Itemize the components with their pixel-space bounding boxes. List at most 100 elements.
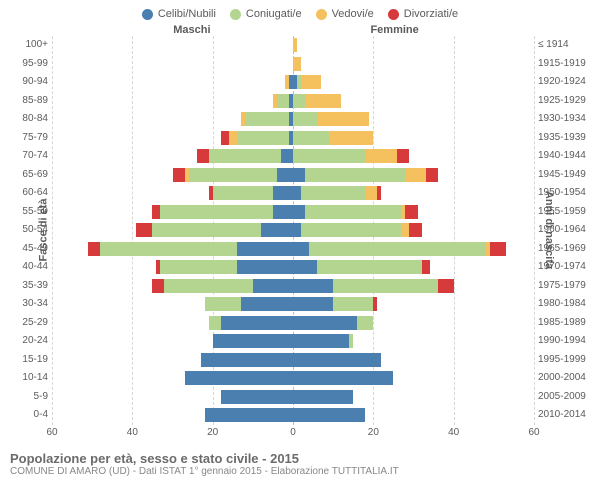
age-label: 0-4 bbox=[10, 406, 52, 425]
bar-segment bbox=[293, 186, 301, 200]
legend-swatch bbox=[230, 9, 241, 20]
bar-segment bbox=[281, 149, 293, 163]
bar-segment bbox=[273, 186, 293, 200]
bar-segment bbox=[293, 353, 381, 367]
bar-row bbox=[52, 92, 534, 111]
female-bar bbox=[293, 353, 534, 367]
year-label: 1915-1919 bbox=[534, 55, 590, 74]
legend-item: Celibi/Nubili bbox=[142, 8, 216, 20]
legend-label: Celibi/Nubili bbox=[158, 8, 216, 20]
bar-segment bbox=[293, 316, 357, 330]
bar-segment bbox=[293, 112, 317, 126]
bar-row bbox=[52, 110, 534, 129]
age-label: 35-39 bbox=[10, 277, 52, 296]
female-bar bbox=[293, 94, 534, 108]
gridline bbox=[534, 36, 535, 425]
male-bar bbox=[52, 260, 293, 274]
female-bar bbox=[293, 371, 534, 385]
age-label: 85-89 bbox=[10, 92, 52, 111]
bar-segment bbox=[422, 260, 430, 274]
bar-segment bbox=[333, 297, 373, 311]
y-axis-title-left: Fasce di età bbox=[37, 199, 49, 262]
legend-item: Coniugati/e bbox=[230, 8, 302, 20]
bar-segment bbox=[88, 242, 100, 256]
bar-row bbox=[52, 277, 534, 296]
year-label: 2000-2004 bbox=[534, 369, 590, 388]
year-label: ≤ 1914 bbox=[534, 36, 590, 55]
bar-segment bbox=[329, 131, 373, 145]
bar-row bbox=[52, 240, 534, 259]
male-bar bbox=[52, 371, 293, 385]
male-bar bbox=[52, 149, 293, 163]
male-bar bbox=[52, 408, 293, 422]
bar-segment bbox=[301, 186, 365, 200]
year-label: 1975-1979 bbox=[534, 277, 590, 296]
bar-segment bbox=[237, 131, 289, 145]
female-bar bbox=[293, 279, 534, 293]
bar-segment bbox=[333, 279, 437, 293]
bar-segment bbox=[301, 75, 321, 89]
bar-segment bbox=[253, 279, 293, 293]
bar-segment bbox=[213, 334, 293, 348]
legend-item: Vedovi/e bbox=[316, 8, 374, 20]
bar-segment bbox=[373, 297, 377, 311]
bar-row bbox=[52, 369, 534, 388]
bar-segment bbox=[293, 131, 329, 145]
bar-segment bbox=[152, 223, 260, 237]
bar-segment bbox=[293, 57, 301, 71]
female-bar bbox=[293, 297, 534, 311]
bar-segment bbox=[293, 223, 301, 237]
age-label: 5-9 bbox=[10, 388, 52, 407]
age-label: 10-14 bbox=[10, 369, 52, 388]
age-label: 95-99 bbox=[10, 55, 52, 74]
bar-segment bbox=[293, 260, 317, 274]
bar-segment bbox=[293, 279, 333, 293]
bar-segment bbox=[401, 223, 409, 237]
male-bar bbox=[52, 205, 293, 219]
bar-segment bbox=[397, 149, 409, 163]
legend-swatch bbox=[142, 9, 153, 20]
male-bar bbox=[52, 57, 293, 71]
bar-row bbox=[52, 129, 534, 148]
bar-segment bbox=[277, 168, 293, 182]
bar-segment bbox=[229, 131, 237, 145]
male-bar bbox=[52, 38, 293, 52]
bar-segment bbox=[261, 223, 293, 237]
bar-segment bbox=[305, 94, 341, 108]
bar-segment bbox=[349, 334, 353, 348]
legend-label: Vedovi/e bbox=[332, 8, 374, 20]
year-label: 1920-1924 bbox=[534, 73, 590, 92]
female-bar bbox=[293, 334, 534, 348]
bar-row bbox=[52, 295, 534, 314]
bar-segment bbox=[205, 297, 241, 311]
bar-segment bbox=[173, 168, 185, 182]
bar-segment bbox=[357, 316, 373, 330]
caption-title: Popolazione per età, sesso e stato civil… bbox=[10, 451, 590, 466]
bar-row bbox=[52, 147, 534, 166]
bar-segment bbox=[237, 242, 293, 256]
male-bar bbox=[52, 131, 293, 145]
male-bar bbox=[52, 186, 293, 200]
male-bar bbox=[52, 242, 293, 256]
bar-row bbox=[52, 203, 534, 222]
bar-row bbox=[52, 184, 534, 203]
bar-row bbox=[52, 73, 534, 92]
legend-swatch bbox=[388, 9, 399, 20]
bar-segment bbox=[160, 260, 236, 274]
legend-swatch bbox=[316, 9, 327, 20]
population-pyramid-chart: Celibi/Nubili Coniugati/e Vedovi/e Divorzia… bbox=[0, 0, 600, 500]
bar-segment bbox=[301, 223, 401, 237]
bar-row bbox=[52, 406, 534, 425]
year-label: 1935-1939 bbox=[534, 129, 590, 148]
bar-segment bbox=[100, 242, 237, 256]
male-bar bbox=[52, 390, 293, 404]
bar-segment bbox=[365, 149, 397, 163]
age-label: 100+ bbox=[10, 36, 52, 55]
year-label: 1940-1944 bbox=[534, 147, 590, 166]
bar-row bbox=[52, 314, 534, 333]
legend-item: Divorziati/e bbox=[388, 8, 458, 20]
year-label: 2005-2009 bbox=[534, 388, 590, 407]
female-bar bbox=[293, 205, 534, 219]
male-bar bbox=[52, 94, 293, 108]
x-tick: 40 bbox=[448, 427, 459, 438]
